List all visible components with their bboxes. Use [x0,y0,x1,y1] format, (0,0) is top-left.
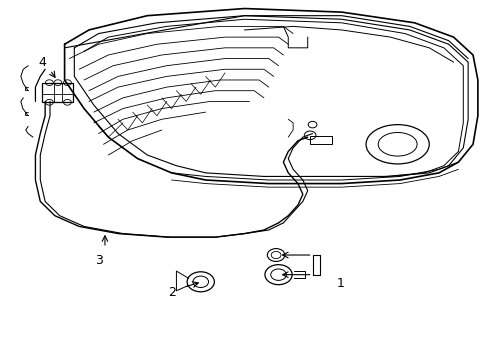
Text: 1: 1 [336,277,344,290]
Text: 4: 4 [39,55,46,69]
Bar [309,136,331,144]
Text: 3: 3 [95,254,102,267]
Text: 2: 2 [168,286,176,299]
Bar [41,83,73,102]
